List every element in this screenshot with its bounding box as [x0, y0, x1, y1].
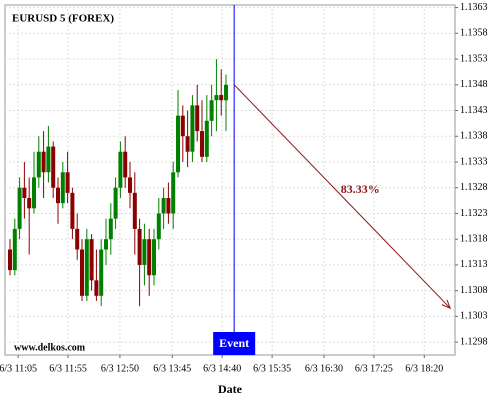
candle-body	[22, 187, 27, 199]
candle-body	[128, 177, 133, 193]
candle-body	[70, 192, 75, 229]
candle-body	[94, 280, 99, 296]
candle-body	[89, 239, 94, 281]
candle-body	[31, 177, 36, 209]
candle-body	[152, 239, 157, 276]
y-tick-label: 1.1348	[460, 79, 488, 90]
x-tick-label: 6/3 11:55	[49, 363, 87, 374]
chart-title: EURUSD 5 (FOREX)	[12, 13, 114, 25]
candle-body	[108, 218, 113, 240]
candle-body	[113, 187, 118, 219]
candle-body	[200, 131, 205, 157]
x-tick-label: 6/3 12:50	[101, 363, 139, 374]
prediction-arrow	[233, 84, 451, 309]
y-tick-label: 1.1363	[460, 2, 488, 13]
plot-area	[4, 4, 456, 356]
candle-body	[41, 151, 46, 173]
candle-body	[80, 249, 85, 296]
candle-body	[84, 239, 89, 296]
x-tick-label: 6/3 15:35	[253, 363, 291, 374]
candle-body	[51, 146, 56, 188]
y-tick-label: 1.1338	[460, 131, 488, 142]
event-box	[213, 332, 256, 355]
y-tick-label: 1.1313	[460, 259, 488, 270]
candle-body	[27, 198, 32, 209]
y-tick-label: 1.1298	[460, 336, 488, 347]
x-tick-label: 6/3 16:30	[305, 363, 343, 374]
candle-body	[104, 239, 109, 250]
candle-body	[156, 213, 161, 240]
candle-body	[132, 192, 137, 229]
candle-body	[123, 151, 128, 178]
y-tick-label: 1.1333	[460, 156, 488, 167]
y-tick-label: 1.1358	[460, 28, 488, 39]
candle-body	[204, 120, 209, 157]
x-axis-label: Date	[218, 382, 243, 396]
candle-body	[214, 95, 219, 101]
candle-body	[36, 151, 41, 178]
candle-body	[75, 228, 80, 250]
candle-body	[17, 187, 22, 229]
candle-body	[65, 172, 70, 193]
y-tick-label: 1.1303	[460, 311, 488, 322]
x-tick-label: 6/3 13:45	[153, 363, 191, 374]
candle-body	[219, 95, 224, 101]
candle-body	[7, 249, 12, 271]
prediction-label: 83.33%	[341, 182, 380, 196]
candle-body	[147, 239, 152, 276]
watermark: www.delkos.com	[14, 342, 86, 353]
y-tick-label: 1.1318	[460, 233, 488, 244]
y-tick-label: 1.1323	[460, 208, 488, 219]
candle-body	[46, 146, 51, 173]
candle-body	[190, 105, 195, 152]
x-tick-label: 6/3 11:05	[0, 363, 37, 374]
candle-body	[166, 198, 171, 214]
candle-body	[137, 228, 142, 265]
y-tick-label: 1.1308	[460, 285, 488, 296]
candle-body	[224, 84, 229, 101]
x-tick-label: 6/3 18:20	[405, 363, 443, 374]
candle-body	[180, 115, 185, 137]
candle-body	[55, 187, 60, 204]
x-tick-label: 6/3 14:40	[203, 363, 241, 374]
y-tick-label: 1.1328	[460, 182, 488, 193]
candle-body	[195, 105, 200, 132]
candle-body	[185, 136, 190, 152]
candle-body	[209, 100, 214, 121]
y-tick-label: 1.1353	[460, 53, 488, 64]
arrow-head	[441, 299, 452, 310]
candle-body	[171, 172, 176, 214]
x-tick-label: 6/3 17:25	[355, 363, 393, 374]
event-label: Event	[219, 336, 249, 350]
candle-body	[176, 115, 181, 173]
candle-body	[118, 151, 123, 188]
candle-body	[161, 198, 166, 214]
candle-body	[99, 249, 104, 296]
candle-body	[142, 239, 147, 265]
candle-body	[60, 172, 65, 204]
candle-body	[12, 228, 17, 271]
y-tick-label: 1.1343	[460, 105, 488, 116]
